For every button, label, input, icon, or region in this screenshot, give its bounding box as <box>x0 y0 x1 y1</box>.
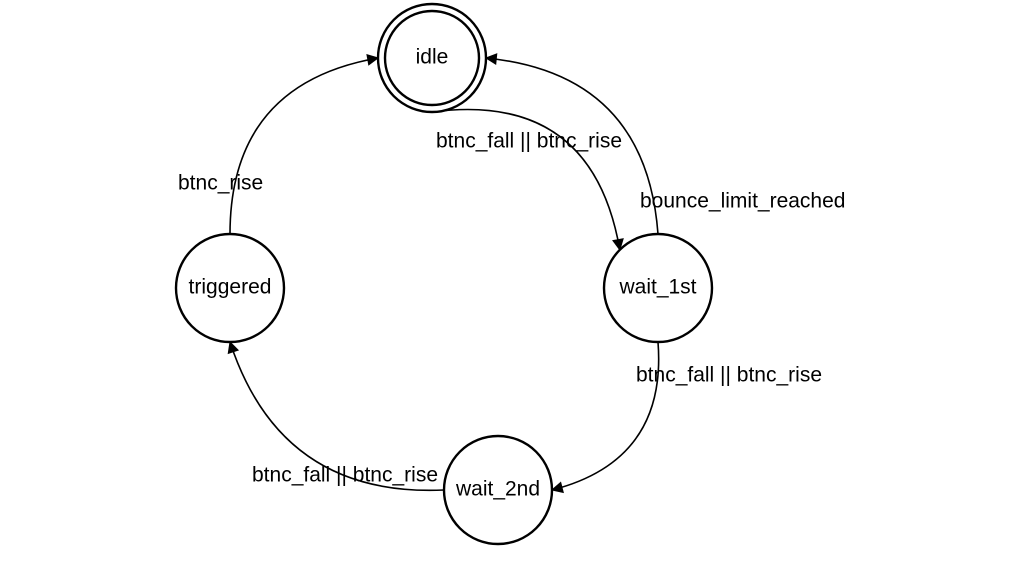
state-triggered-label: triggered <box>189 276 272 299</box>
state-diagram: idle wait_1st wait_2nd triggered btnc_fall … <box>0 0 1024 566</box>
edge-triggered-to-idle-label: btnc_rise <box>178 172 263 195</box>
state-idle-label: idle <box>416 46 449 69</box>
edge-wait_1st-to-idle-label: bounce_limit_reached <box>640 190 845 213</box>
edge-wait_2nd-to-triggered-label: btnc_fall || btnc_rise <box>252 464 438 487</box>
state-wait_1st-label: wait_1st <box>618 276 696 299</box>
edge-wait_1st-to-wait_2nd-label: btnc_fall || btnc_rise <box>636 364 822 387</box>
state-wait_2nd-label: wait_2nd <box>455 478 540 501</box>
edge-triggered-to-idle <box>230 58 378 234</box>
edge-idle-to-wait_1st-label: btnc_fall || btnc_rise <box>436 130 622 153</box>
